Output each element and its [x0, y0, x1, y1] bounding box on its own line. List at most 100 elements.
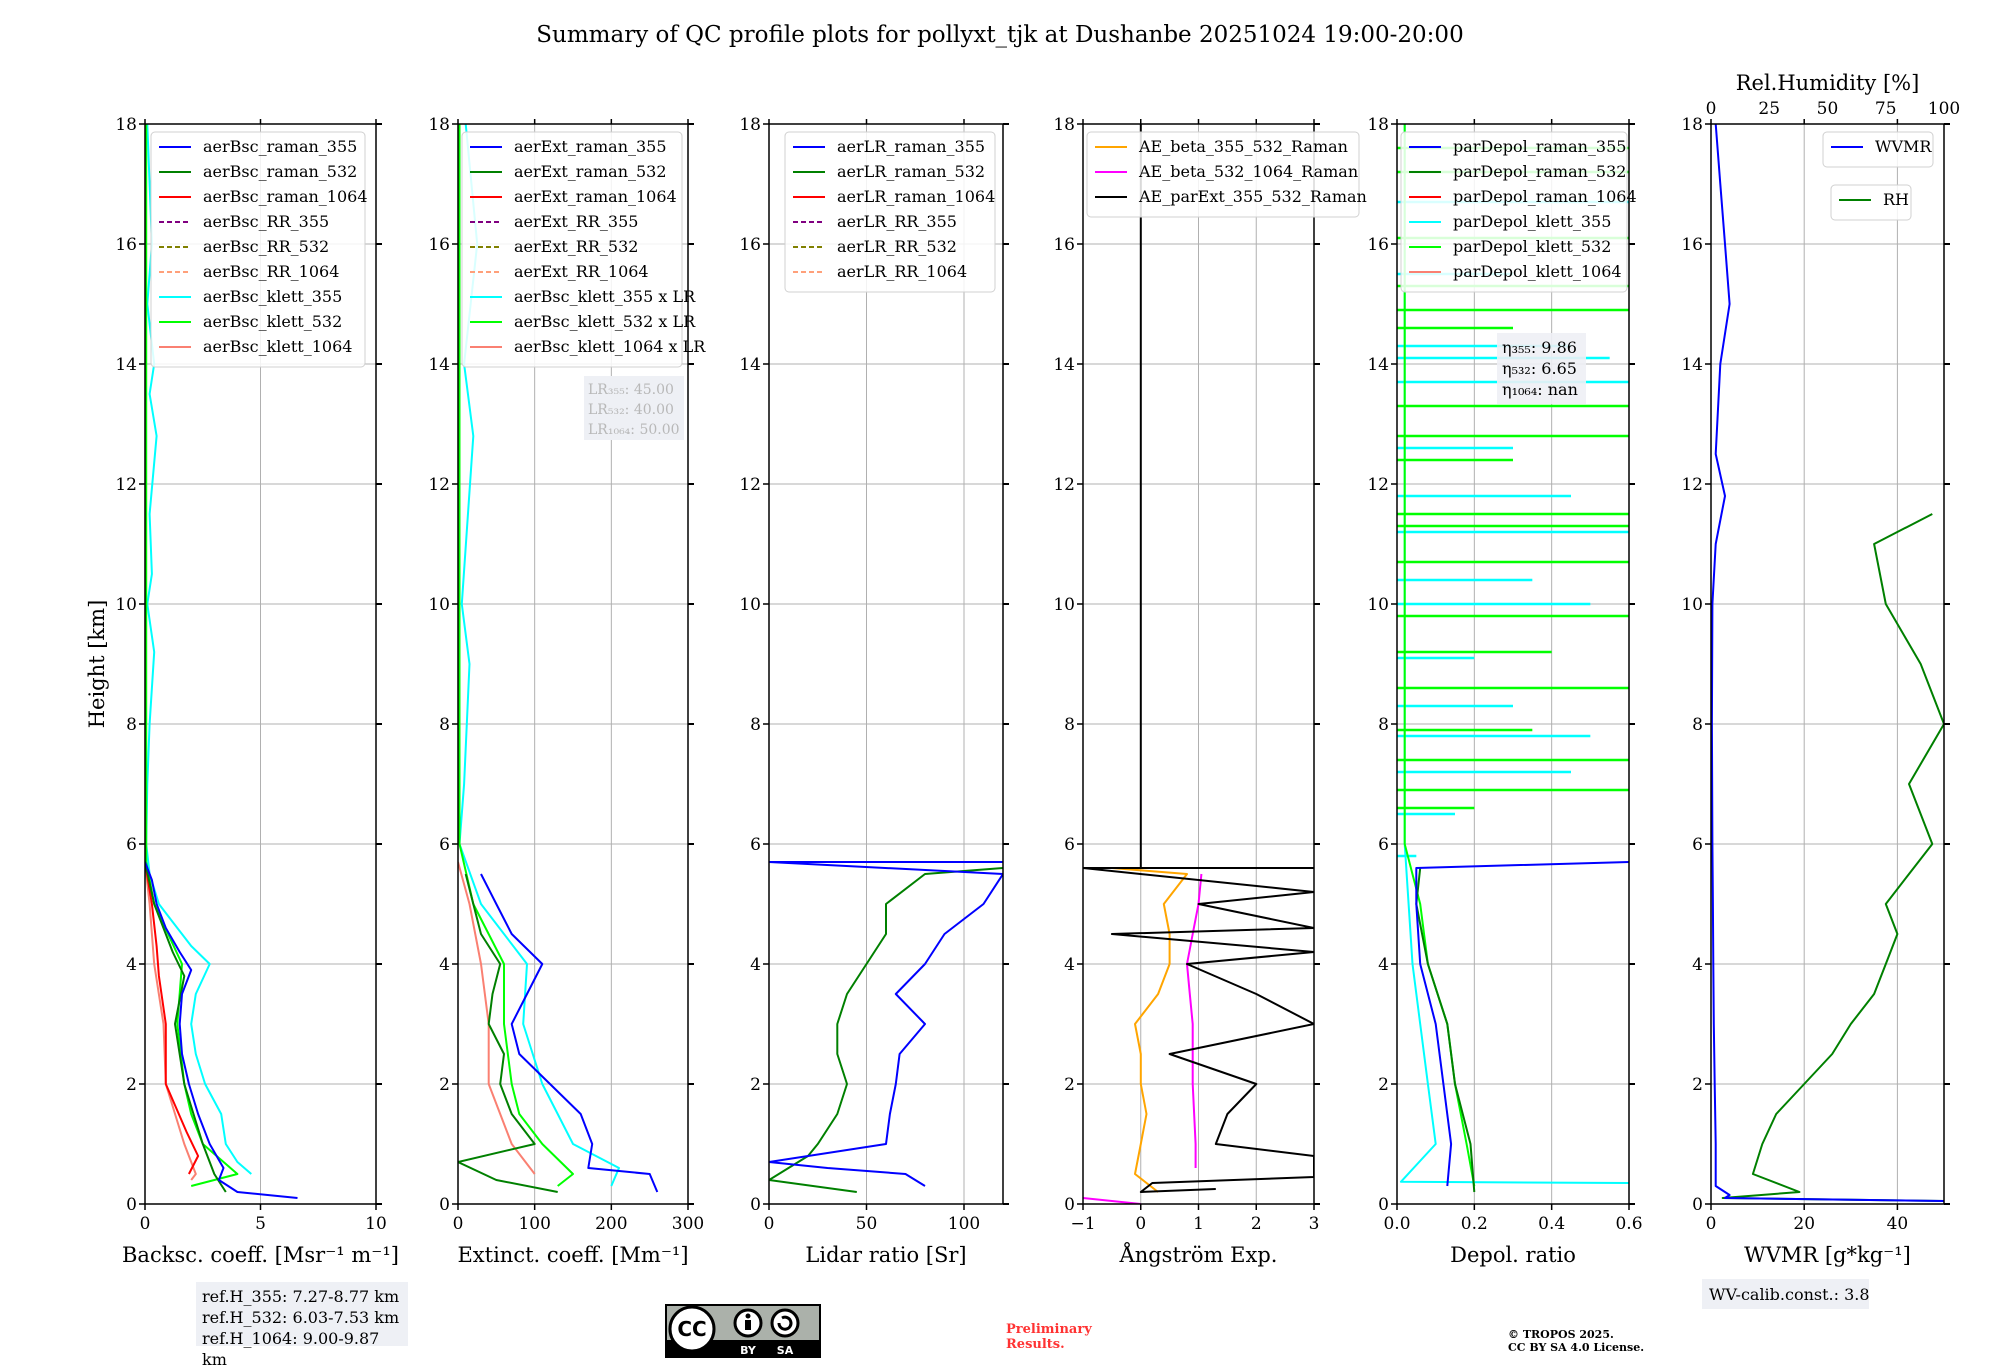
- series-line-parDepol_raman_355: [1415, 861, 1629, 1187]
- y-tick-label: 10: [1681, 595, 1703, 615]
- legend-label: AE_beta_355_532_Raman: [1138, 137, 1348, 156]
- x-tick-label: 200: [595, 1214, 627, 1234]
- x-tick-label: 20: [1793, 1214, 1815, 1234]
- y-tick-label: 12: [1053, 475, 1075, 495]
- legend-label: RH: [1883, 190, 1909, 209]
- x-axis-label: Extinct. coeff. [Mm⁻¹]: [457, 1243, 688, 1267]
- y-tick-label: 14: [1053, 355, 1075, 375]
- x-tick-label: 0.4: [1538, 1214, 1565, 1234]
- y-tick-label: 14: [115, 355, 137, 375]
- y-tick-label: 18: [115, 115, 137, 135]
- y-tick-label: 0: [1064, 1195, 1075, 1215]
- x-tick-label: 10: [365, 1214, 387, 1234]
- top-x-tick-label: 75: [1875, 99, 1897, 119]
- x-tick-label: 0: [764, 1214, 775, 1234]
- x-tick-label: 3: [1309, 1214, 1320, 1234]
- legend-label: aerBsc_klett_355: [203, 287, 342, 306]
- wv-calibration-value: WV-calib.const.: 3.8: [1709, 1285, 1870, 1304]
- y-tick-label: 0: [439, 1195, 450, 1215]
- x-tick-label: 1: [1193, 1214, 1204, 1234]
- y-tick-label: 6: [126, 835, 137, 855]
- svg-text:CC: CC: [677, 1317, 706, 1341]
- x-tick-label: 50: [856, 1214, 878, 1234]
- panel-5: 0.0 0.2 0.4 0.6 0 2 4 6 8 10 12 14 16 18 Depol. ratio p…: [1367, 115, 1642, 1267]
- legend-frame: [1822, 131, 1934, 168]
- series-line-aerBsc_raman_355: [145, 861, 298, 1199]
- legend-label: aerBsc_klett_1064 x LR: [514, 337, 706, 356]
- y-axis-label: Height [km]: [85, 600, 109, 729]
- y-tick-label: 12: [115, 475, 137, 495]
- y-tick-label: 2: [1378, 1075, 1389, 1095]
- legend-frame: [784, 131, 996, 293]
- y-tick-label: 4: [439, 955, 450, 975]
- series-group: [1711, 124, 1944, 1202]
- legend-rh: RH: [1830, 184, 1912, 221]
- y-tick-label: 6: [1064, 835, 1075, 855]
- x-tick-label: 40: [1887, 1214, 1909, 1234]
- series-line-AE_beta_532_1064_Raman: [1186, 873, 1203, 1168]
- series-line-aerBsc_klett_1064: [145, 861, 197, 1181]
- series-line-RH: [1721, 513, 1944, 1202]
- y-tick-label: 10: [1053, 595, 1075, 615]
- x-tick-label: 300: [672, 1214, 704, 1234]
- legend-label: parDepol_klett_1064: [1453, 262, 1622, 281]
- panel-3: 0 50 100 0 2 4 6 8 10 12 14 16 18 Lidar ratio [Sr] aer…: [739, 115, 1009, 1267]
- legend-label: aerBsc_RR_1064: [203, 262, 339, 281]
- legend-label: aerLR_RR_1064: [837, 262, 967, 281]
- series-line-WVMR: [1711, 124, 1944, 1202]
- copyright-line-1: © TROPOS 2025.: [1508, 1328, 1614, 1341]
- series-line-aerBsc_raman_1064: [145, 861, 200, 1175]
- series-line-AE_beta_532_1064_Raman: [1083, 1197, 1141, 1204]
- lidar-ratio-box: [584, 376, 684, 440]
- y-tick-label: 16: [1367, 235, 1389, 255]
- y-tick-label: 10: [1367, 595, 1389, 615]
- cc-by-sa-license-logo: CC BY SA: [665, 1304, 821, 1358]
- legend-label: aerExt_raman_532: [514, 162, 667, 181]
- ref-height-532: ref.H_532: 6.03-7.53 km: [202, 1308, 400, 1327]
- y-tick-label: 2: [126, 1075, 137, 1095]
- x-axis-label: Ångström Exp.: [1119, 1242, 1278, 1267]
- y-tick-label: 0: [126, 1195, 137, 1215]
- y-tick-label: 18: [1681, 115, 1703, 135]
- y-tick-label: 18: [739, 115, 761, 135]
- ref-height-355: ref.H_355: 7.27-8.77 km: [202, 1287, 400, 1306]
- series-line-aerExt_raman_532: [458, 873, 558, 1193]
- legend: aerExt_raman_355 aerExt_raman_532 aerExt_r…: [461, 131, 706, 368]
- legend-label: aerBsc_klett_1064: [203, 337, 352, 356]
- legend-label: parDepol_klett_532: [1453, 237, 1611, 256]
- svg-text:BY: BY: [740, 1344, 757, 1357]
- y-tick-label: 14: [739, 355, 761, 375]
- legend: parDepol_raman_355 parDepol_raman_532 parD…: [1400, 131, 1637, 293]
- legend-label: aerExt_RR_1064: [514, 262, 649, 281]
- x-tick-label: 2: [1251, 1214, 1262, 1234]
- y-tick-label: 2: [439, 1075, 450, 1095]
- y-tick-label: 10: [739, 595, 761, 615]
- copyright-line-2: CC BY SA 4.0 License.: [1508, 1341, 1645, 1354]
- depol-calibration-box: [1497, 333, 1586, 404]
- legend-label: parDepol_klett_355: [1453, 212, 1611, 231]
- x-tick-label: −1: [1070, 1214, 1095, 1234]
- top-axis-label: Rel.Humidity [%]: [1736, 71, 1920, 95]
- x-tick-label: 5: [255, 1214, 266, 1234]
- legend-label: aerExt_raman_355: [514, 137, 667, 156]
- series-group: [458, 124, 659, 1193]
- legend-frame: [1400, 131, 1628, 293]
- legend-label: aerBsc_RR_355: [203, 212, 329, 231]
- panel-2: 0 100 200 300 0 2 4 6 8 10 12 14 16 18 Extinct. coeff.…: [428, 115, 706, 1267]
- panel-1: 0 5 10 0 2 4 6 8 10 12 14 16 18 Backsc. coeff. [Msr⁻¹…: [85, 115, 399, 1267]
- legend-label: aerLR_RR_532: [837, 237, 957, 256]
- legend-label: aerBsc_klett_355 x LR: [514, 287, 696, 306]
- series-line-AE_beta_355_532_Raman: [1111, 867, 1188, 1193]
- y-tick-label: 4: [1064, 955, 1075, 975]
- lidar-ratio-value: LR₃₅₅: 45.00: [588, 382, 674, 398]
- y-tick-label: 6: [750, 835, 761, 855]
- y-tick-label: 6: [439, 835, 450, 855]
- x-axis-label: WVMR [g*kg⁻¹]: [1744, 1243, 1911, 1267]
- legend: aerBsc_raman_355 aerBsc_raman_532 aerBsc_r…: [150, 131, 368, 368]
- legend-label: aerBsc_RR_532: [203, 237, 329, 256]
- x-axis-label: Backsc. coeff. [Msr⁻¹ m⁻¹]: [122, 1243, 399, 1267]
- svg-text:SA: SA: [777, 1344, 794, 1357]
- depol-calibration-value: η₁₀₆₄: nan: [1502, 380, 1578, 399]
- y-tick-label: 2: [750, 1075, 761, 1095]
- axes-frame: [768, 123, 1004, 1205]
